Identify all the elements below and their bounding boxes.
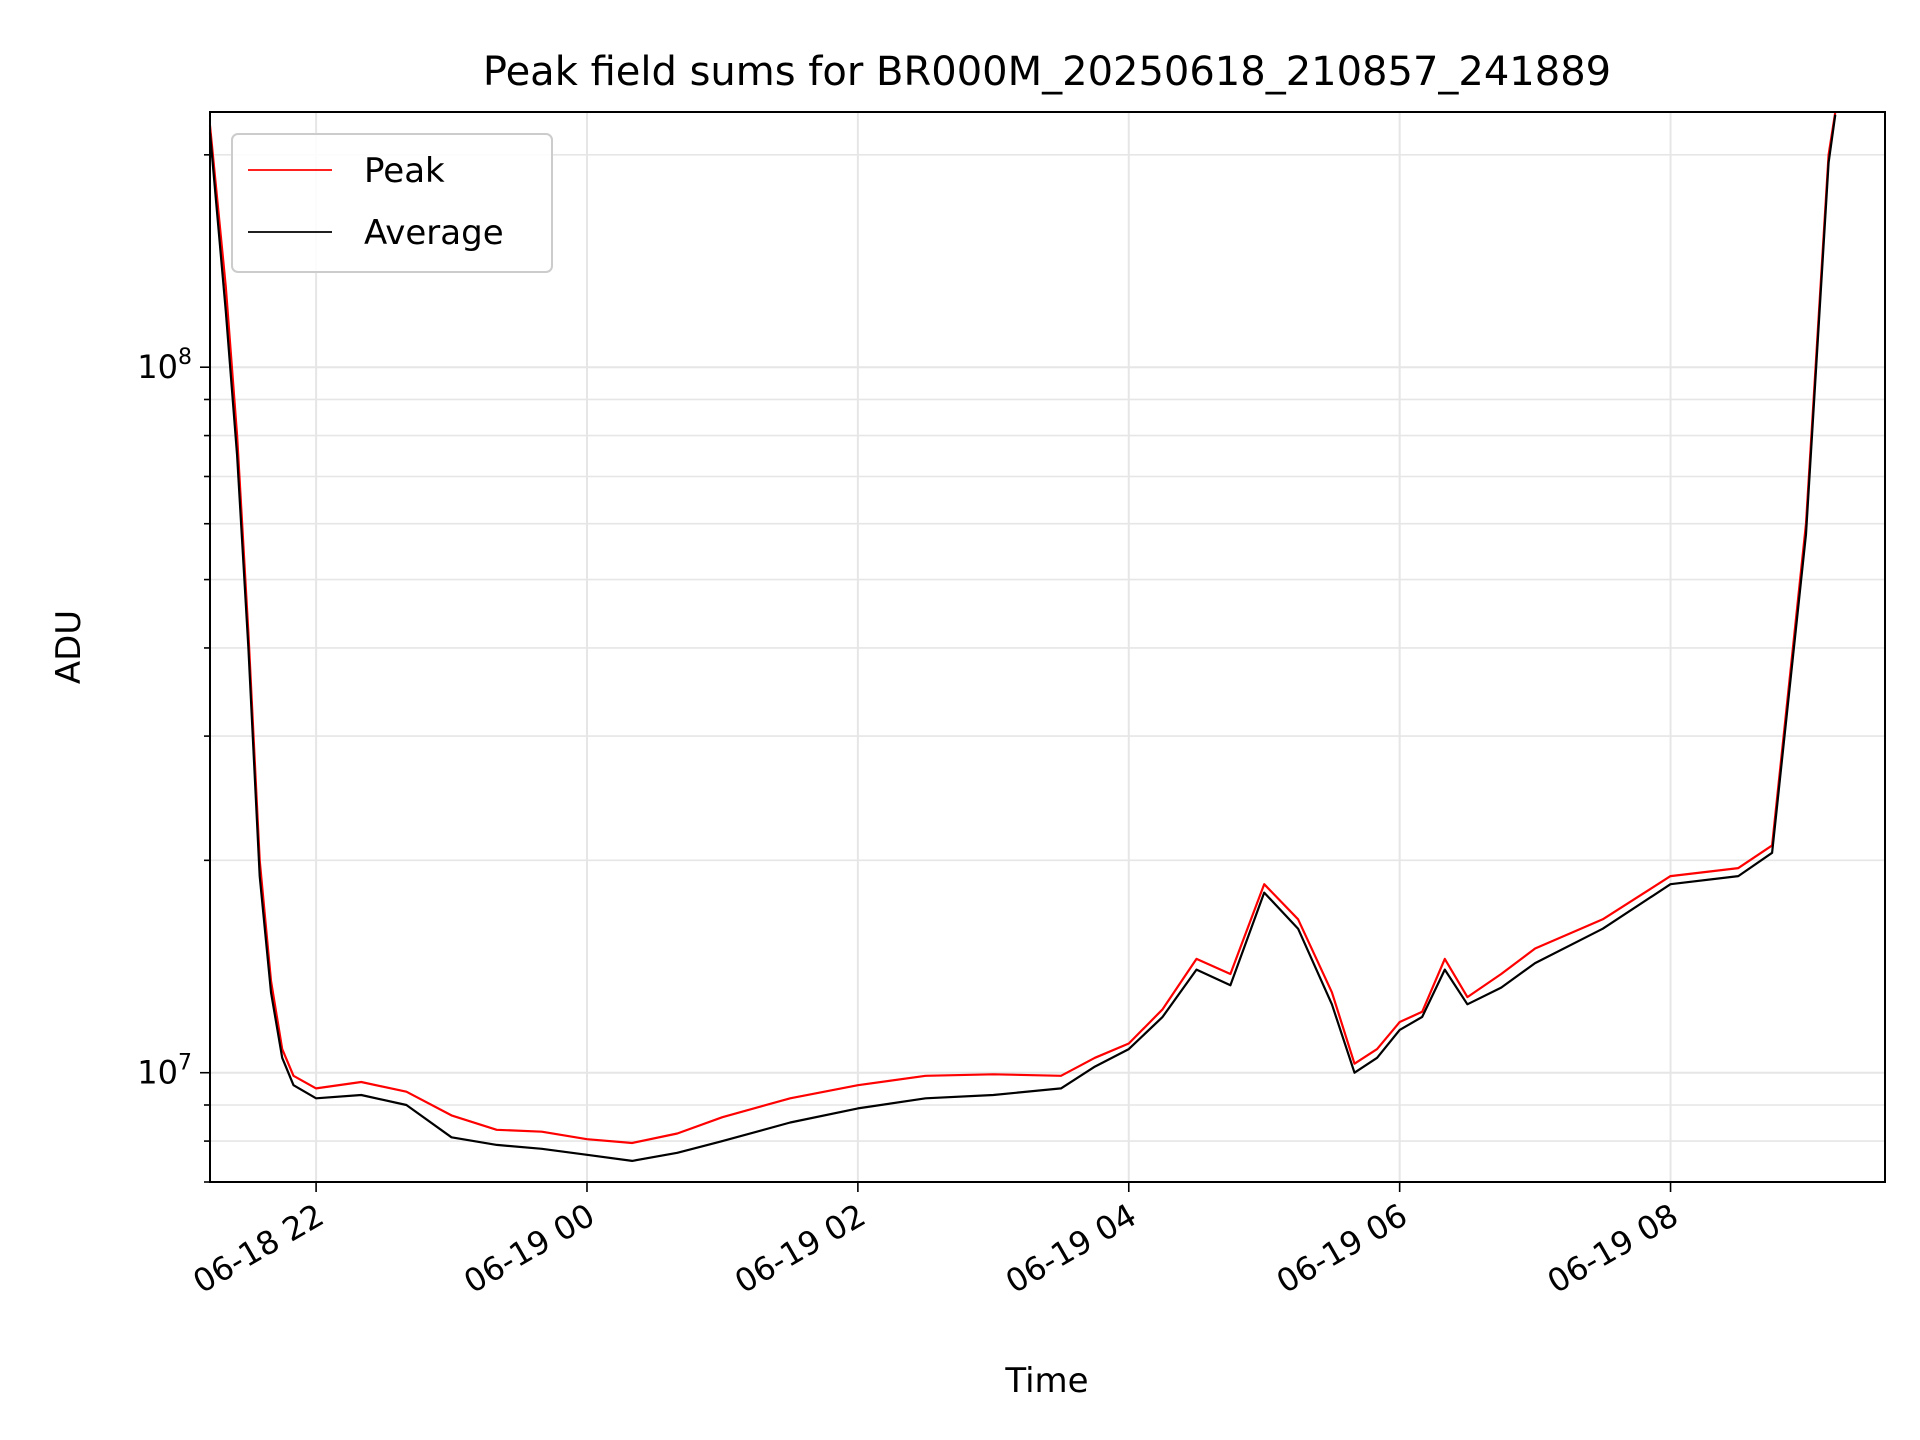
- legend-label-average: Average: [364, 213, 504, 253]
- series-layer: [208, 111, 1837, 1163]
- y-tick-exponent: 7: [178, 1051, 192, 1076]
- legend: Peak Average: [231, 133, 553, 273]
- grid: [210, 112, 1885, 1183]
- legend-label-peak: Peak: [364, 151, 445, 191]
- y-tick-label: 107: [137, 1051, 192, 1092]
- y-tick-exponent: 8: [178, 345, 192, 370]
- legend-box: [231, 133, 553, 273]
- y-axis-title: ADU: [49, 610, 89, 684]
- x-axis-title: Time: [1004, 1361, 1088, 1401]
- y-tick-label: 108: [137, 345, 192, 386]
- y-tick-base: 10: [137, 1054, 178, 1092]
- y-tick-base: 10: [137, 348, 178, 386]
- series-line-average: [208, 114, 1837, 1163]
- chart-title: Peak field sums for BR000M_20250618_2108…: [483, 49, 1611, 95]
- series-line-peak: [208, 111, 1837, 1145]
- plot-frame: [209, 111, 1886, 1183]
